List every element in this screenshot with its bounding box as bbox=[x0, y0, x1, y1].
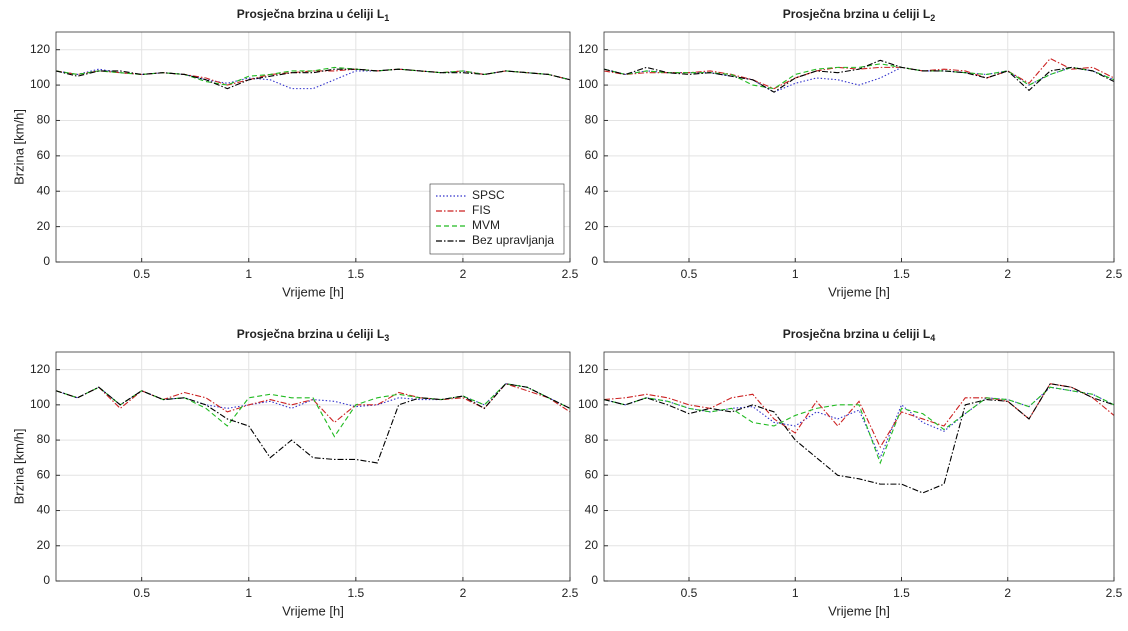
legend-label: Bez upravljanja bbox=[472, 233, 554, 247]
subplot: 0 20 40 60 80 100 120 0.5 1 1.5 2 2.5 Prosječna brzi… bbox=[578, 327, 1123, 618]
x-tick-label: 1 bbox=[245, 586, 252, 600]
x-tick-label: 0.5 bbox=[133, 586, 150, 600]
y-tick-label: 60 bbox=[585, 148, 599, 162]
y-tick-label: 40 bbox=[37, 503, 51, 517]
y-tick-label: 20 bbox=[37, 219, 51, 233]
y-tick-label: 100 bbox=[30, 397, 50, 411]
y-tick-label: 100 bbox=[578, 77, 598, 91]
legend-label: MVM bbox=[472, 218, 500, 232]
x-tick-label: 0.5 bbox=[681, 267, 698, 281]
y-tick-label: 0 bbox=[591, 254, 598, 268]
y-tick-label: 20 bbox=[585, 219, 599, 233]
series-line bbox=[603, 383, 1115, 494]
x-tick-label: 1.5 bbox=[347, 267, 364, 281]
title-subscript: 4 bbox=[930, 333, 935, 343]
y-tick-label: 20 bbox=[37, 538, 51, 552]
x-tick-label: 2 bbox=[460, 267, 467, 281]
y-axis-label: Brzina [km/h] bbox=[11, 109, 26, 185]
y-tick-label: 40 bbox=[585, 503, 599, 517]
y-tick-label: 40 bbox=[585, 183, 599, 197]
x-tick-label: 1 bbox=[792, 586, 799, 600]
series-line bbox=[603, 66, 1115, 93]
x-axis-label: Vrijeme [h] bbox=[828, 284, 890, 299]
plot-area bbox=[604, 32, 1114, 262]
x-axis-label: Vrijeme [h] bbox=[282, 284, 344, 299]
series-line bbox=[55, 383, 571, 438]
y-tick-label: 80 bbox=[37, 113, 51, 127]
subplot-title: Prosječna brzina u ćeliji L4 bbox=[783, 327, 935, 343]
y-tick-label: 40 bbox=[37, 183, 51, 197]
y-tick-label: 80 bbox=[585, 432, 599, 446]
x-tick-label: 2 bbox=[1004, 586, 1011, 600]
y-tick-label: 120 bbox=[30, 362, 50, 376]
subplot-title: Prosječna brzina u ćeliji L2 bbox=[783, 7, 935, 23]
y-tick-label: 100 bbox=[30, 77, 50, 91]
subplot-title: Prosječna brzina u ćeliji L1 bbox=[237, 7, 389, 23]
y-tick-label: 60 bbox=[37, 467, 51, 481]
y-tick-label: 120 bbox=[30, 42, 50, 56]
x-tick-label: 1.5 bbox=[893, 586, 910, 600]
y-tick-label: 100 bbox=[578, 397, 598, 411]
plot-area bbox=[604, 352, 1114, 581]
x-tick-label: 2 bbox=[1004, 267, 1011, 281]
subplot: 0 20 40 60 80 100 120 0.5 1 1.5 2 2.5 Prosječna brzi… bbox=[11, 327, 578, 618]
x-tick-label: 0.5 bbox=[681, 586, 698, 600]
y-tick-label: 80 bbox=[585, 113, 599, 127]
axes-box bbox=[603, 351, 1115, 582]
y-tick-label: 0 bbox=[43, 573, 50, 587]
x-tick-label: 2.5 bbox=[1106, 267, 1123, 281]
series-line bbox=[55, 68, 571, 86]
x-tick-label: 2.5 bbox=[1106, 586, 1123, 600]
y-axis-label: Brzina [km/h] bbox=[11, 429, 26, 505]
x-tick-label: 2.5 bbox=[562, 267, 579, 281]
y-tick-label: 20 bbox=[585, 538, 599, 552]
subplot: 0 20 40 60 80 100 120 0.5 1 1.5 2 2.5 Prosječna brzi… bbox=[11, 7, 578, 299]
axes-box bbox=[55, 351, 571, 582]
x-tick-label: 1 bbox=[792, 267, 799, 281]
subplot: 0 20 40 60 80 100 120 0.5 1 1.5 2 2.5 Prosječna brzi… bbox=[578, 7, 1123, 299]
x-axis-label: Vrijeme [h] bbox=[828, 603, 890, 618]
y-tick-label: 60 bbox=[585, 467, 599, 481]
title-subscript: 1 bbox=[384, 13, 389, 23]
x-axis-label: Vrijeme [h] bbox=[282, 603, 344, 618]
y-tick-label: 120 bbox=[578, 362, 598, 376]
series-line bbox=[55, 383, 571, 464]
legend-box bbox=[429, 183, 565, 255]
legend-label: SPSC bbox=[472, 188, 505, 202]
title-text: Prosječna brzina u ćeliji L bbox=[783, 327, 930, 341]
y-tick-label: 0 bbox=[591, 573, 598, 587]
x-tick-label: 2 bbox=[460, 586, 467, 600]
title-subscript: 2 bbox=[930, 13, 935, 23]
title-subscript: 3 bbox=[384, 333, 389, 343]
title-text: Prosječna brzina u ćeliji L bbox=[783, 7, 930, 21]
title-text: Prosječna brzina u ćeliji L bbox=[237, 327, 384, 341]
subplot-title: Prosječna brzina u ćeliji L3 bbox=[237, 327, 389, 343]
plot-area bbox=[56, 352, 570, 581]
x-tick-label: 2.5 bbox=[562, 586, 579, 600]
axes-box bbox=[603, 31, 1115, 263]
y-tick-label: 0 bbox=[43, 254, 50, 268]
series-line bbox=[55, 383, 571, 409]
x-tick-label: 1 bbox=[245, 267, 252, 281]
x-tick-label: 1.5 bbox=[347, 586, 364, 600]
y-tick-label: 120 bbox=[578, 42, 598, 56]
series-line bbox=[603, 59, 1115, 93]
x-tick-label: 1.5 bbox=[893, 267, 910, 281]
legend-label: FIS bbox=[472, 203, 491, 217]
title-text: Prosječna brzina u ćeliji L bbox=[237, 7, 384, 21]
x-tick-label: 0.5 bbox=[133, 267, 150, 281]
y-tick-label: 80 bbox=[37, 432, 51, 446]
series-line bbox=[603, 386, 1115, 465]
series-line bbox=[55, 66, 571, 86]
y-tick-label: 60 bbox=[37, 148, 51, 162]
axes-box bbox=[55, 31, 571, 263]
